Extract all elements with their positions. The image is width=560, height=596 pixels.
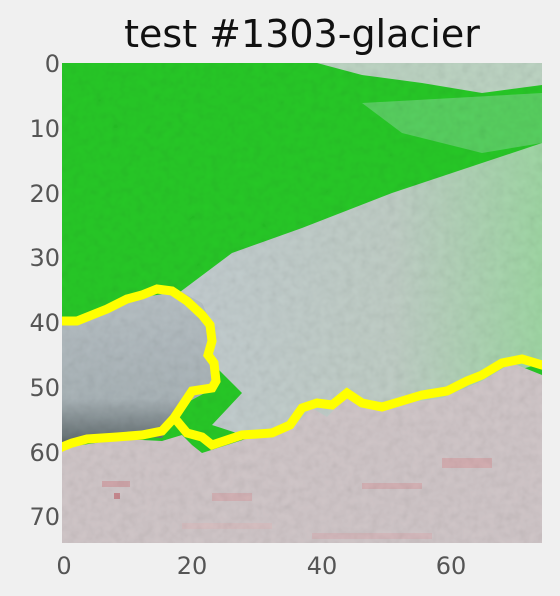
pale-green-streak: [362, 93, 542, 153]
y-tick-label: 0: [44, 50, 60, 78]
x-tick-label: 60: [435, 552, 467, 580]
red-speckle: [212, 493, 252, 501]
y-tick-label: 10: [29, 115, 60, 143]
y-tick-label: 60: [29, 439, 60, 467]
y-tick-label: 70: [29, 503, 60, 531]
light-patch-top: [317, 63, 542, 93]
x-tick-label: 40: [306, 552, 338, 580]
chart-title: test #1303-glacier: [124, 12, 480, 56]
heatmap-plot-area: [62, 63, 542, 543]
red-speckle: [114, 493, 120, 499]
boundary-line: [62, 284, 542, 452]
y-tick-label: 20: [29, 180, 60, 208]
red-speckle: [102, 481, 130, 487]
glacier-ice-region: [172, 143, 542, 438]
y-tick-label: 40: [29, 309, 60, 337]
y-tick-label: 50: [29, 374, 60, 402]
red-speckle: [362, 483, 422, 489]
red-speckle: [312, 533, 432, 539]
x-tick-label: 20: [176, 552, 208, 580]
red-speckle: [182, 523, 272, 529]
rock-outcrop-region: [62, 291, 214, 445]
ground-region: [62, 363, 542, 543]
y-tick-label: 30: [29, 244, 60, 272]
red-speckle: [442, 458, 492, 468]
heatmap-image: [62, 63, 542, 543]
x-tick-label: 0: [56, 552, 72, 580]
